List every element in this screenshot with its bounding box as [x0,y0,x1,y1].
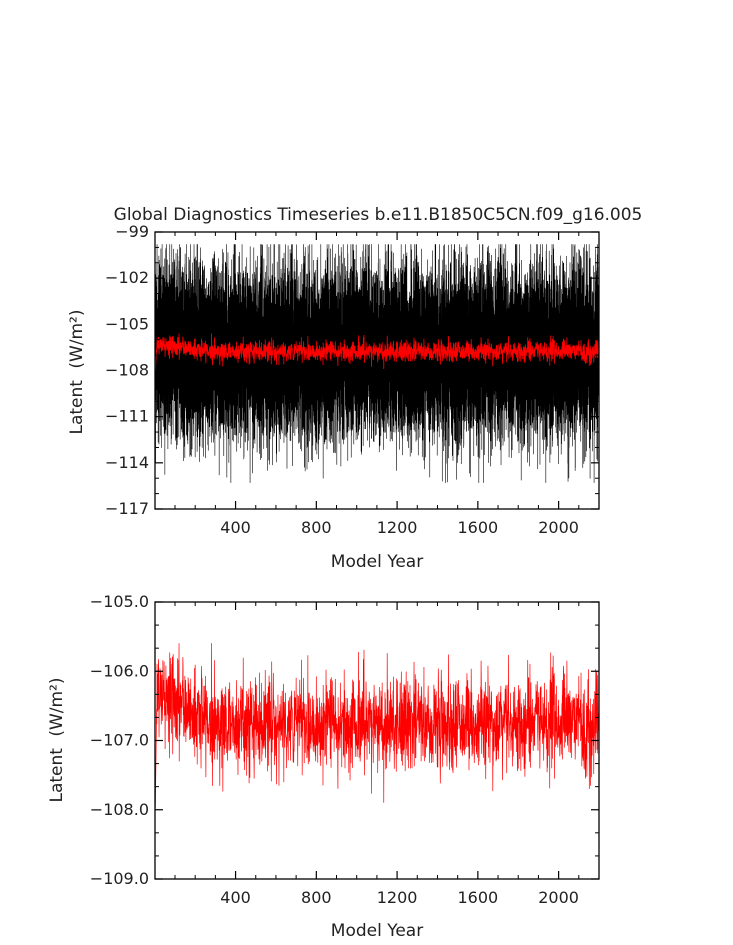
bottom-y-tick-label: −109.0 [90,869,149,888]
bottom-x-axis-label: Model Year [331,921,423,941]
bottom-ticks: −105.0 −106.0 −107.0 −108.0 −109.0 400 800 1200… [90,592,599,907]
bottom-x-tick-label: 400 [220,888,251,907]
top-series-group [154,244,600,483]
bottom-x-tick-label: 2000 [538,888,579,907]
bottom-y-axis-label-name: Latent [47,748,67,803]
bottom-series-group [154,643,600,811]
top-y-axis-label: Latent (W/m²) [67,309,87,434]
bottom-x-tick-label: 1200 [377,888,418,907]
bottom-y-axis-label: Latent (W/m²) [47,677,67,802]
bottom-y-tick-label: −108.0 [90,800,149,819]
top-x-tick-label: 2000 [538,518,579,537]
top-x-tick-label: 1600 [457,518,498,537]
top-y-tick-label: −102 [105,268,149,287]
chart-title: Global Diagnostics Timeseries b.e11.B185… [114,205,643,225]
top-y-axis-label-name: Latent [67,380,87,435]
top-x-tick-label: 400 [220,518,251,537]
top-y-tick-label: −99 [115,222,149,241]
top-y-axis-label-unit: (W/m²) [67,309,87,368]
top-x-axis-label: Model Year [331,552,423,572]
top-y-tick-label: −111 [105,407,149,426]
panel-bottom: −105.0 −106.0 −107.0 −108.0 −109.0 400 800 1200… [47,592,600,941]
bottom-annual-mean-series-line [154,643,600,811]
top-y-tick-label: −105 [105,314,149,333]
bottom-y-axis-label-unit: (W/m²) [47,677,67,736]
bottom-x-tick-label: 800 [301,888,332,907]
bottom-y-tick-label: −106.0 [90,661,149,680]
bottom-y-tick-label: −107.0 [90,731,149,750]
bottom-y-tick-label: −105.0 [90,592,149,611]
top-monthly-series-line [154,244,600,483]
top-y-tick-label: −117 [105,499,149,518]
top-x-tick-label: 800 [301,518,332,537]
top-annual-mean-series-line [154,333,600,371]
top-x-tick-label: 1200 [377,518,418,537]
panel-top: Global Diagnostics Timeseries b.e11.B185… [67,205,642,572]
top-ticks: −99 −102 −105 −108 −111 −114 −117 400 800 1200 160… [105,222,599,537]
top-y-tick-label: −108 [105,361,149,380]
top-y-tick-label: −114 [105,453,149,472]
bottom-x-tick-label: 1600 [457,888,498,907]
